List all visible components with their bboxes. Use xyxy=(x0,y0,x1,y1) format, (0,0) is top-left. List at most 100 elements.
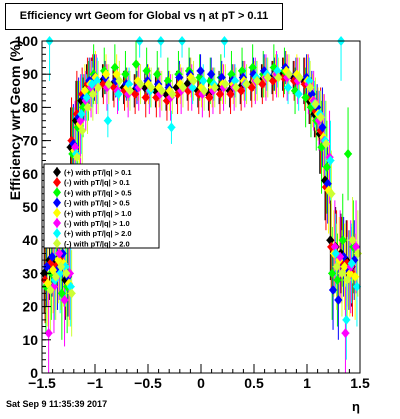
data-point xyxy=(167,122,176,133)
data-point xyxy=(210,82,219,93)
data-point xyxy=(76,115,85,126)
data-point xyxy=(207,69,216,80)
x-tick-label: −0.5 xyxy=(134,375,162,391)
x-tick-label: 1.5 xyxy=(350,375,370,391)
legend-swatch xyxy=(53,207,61,218)
data-point xyxy=(60,294,69,305)
data-point xyxy=(322,138,331,149)
data-point xyxy=(163,75,172,86)
legend-swatch xyxy=(53,167,61,177)
data-point xyxy=(83,102,92,113)
legend-label: (-) with pT/|q| > 0.1 xyxy=(64,178,130,187)
data-point xyxy=(284,69,293,80)
data-point xyxy=(103,115,112,126)
data-point xyxy=(93,75,102,86)
data-point xyxy=(253,75,262,86)
data-point xyxy=(351,271,360,282)
data-point xyxy=(178,82,187,93)
data-point xyxy=(121,69,130,80)
data-point xyxy=(168,89,177,100)
data-point xyxy=(199,75,208,86)
legend-swatch xyxy=(53,187,61,198)
data-point xyxy=(153,69,162,80)
data-point xyxy=(142,65,151,76)
y-tick-label: 80 xyxy=(22,99,38,115)
data-point xyxy=(295,72,304,83)
data-point xyxy=(44,328,53,339)
legend-label: (-) with pT/|q| > 2.0 xyxy=(64,239,130,248)
data-point xyxy=(125,85,134,96)
data-point xyxy=(43,278,52,289)
y-tick-label: 30 xyxy=(22,265,38,281)
legend-swatch xyxy=(53,197,61,208)
data-point xyxy=(147,82,156,93)
legend-label: (-) with pT/|q| > 0.5 xyxy=(64,199,130,208)
data-point xyxy=(343,275,352,286)
data-point xyxy=(238,65,247,76)
y-tick-label: 50 xyxy=(22,199,38,215)
legend-label: (+) with pT/|q| > 0.1 xyxy=(64,168,132,177)
data-point xyxy=(226,89,235,100)
data-point xyxy=(62,268,71,279)
data-point xyxy=(102,69,111,80)
data-point xyxy=(316,112,325,123)
data-point xyxy=(334,294,343,305)
data-point xyxy=(344,148,353,159)
y-tick-label: 40 xyxy=(22,232,38,248)
data-point xyxy=(347,258,356,269)
data-point xyxy=(175,72,184,83)
data-point xyxy=(125,79,134,90)
data-point xyxy=(331,248,340,259)
data-point xyxy=(61,261,70,272)
y-tick-label: 90 xyxy=(22,66,38,82)
data-point xyxy=(352,281,361,292)
legend-label: (+) with pT/|q| > 2.0 xyxy=(64,229,132,238)
y-tick-label: 100 xyxy=(15,33,39,49)
data-point xyxy=(48,251,57,262)
y-tick-label: 70 xyxy=(22,133,38,149)
data-point xyxy=(132,59,141,70)
x-axis-label: η xyxy=(352,399,360,414)
data-point xyxy=(323,178,332,189)
data-point xyxy=(318,122,327,133)
legend-box xyxy=(43,163,160,249)
data-point xyxy=(157,85,166,96)
axes-layer: −1.5 −1 −0.5 0 0.5 1 1.5 0 10 20 30 40 50 60 70 80 90 100… xyxy=(7,33,370,414)
data-point xyxy=(274,72,283,83)
data-point xyxy=(221,79,230,90)
legend-swatch xyxy=(53,238,61,249)
data-point xyxy=(322,162,331,173)
data-point xyxy=(196,65,205,76)
data-point xyxy=(301,92,310,103)
data-point xyxy=(217,72,226,83)
data-point xyxy=(82,92,91,103)
y-tick-label: 10 xyxy=(22,332,38,348)
data-point xyxy=(284,82,293,93)
data-point xyxy=(330,241,339,252)
data-point xyxy=(333,275,342,286)
data-point xyxy=(42,261,51,272)
data-point xyxy=(112,69,121,80)
data-point xyxy=(231,82,240,93)
x-tick-label: 0 xyxy=(197,375,205,391)
x-tick-label: −1.5 xyxy=(28,375,56,391)
timestamp: Sat Sep 9 11:35:39 2017 xyxy=(6,399,108,409)
data-point xyxy=(88,89,97,100)
chart-title: Efficiency wrt Geom for Global vs η at p… xyxy=(19,10,269,22)
markers-layer xyxy=(40,36,362,339)
data-point xyxy=(242,79,251,90)
data-point xyxy=(115,75,124,86)
data-point xyxy=(227,69,236,80)
data-point xyxy=(306,82,315,93)
data-point xyxy=(136,79,145,90)
data-point xyxy=(46,285,55,295)
data-point xyxy=(327,188,336,199)
data-point xyxy=(55,248,64,259)
data-point xyxy=(94,82,103,93)
data-point xyxy=(71,142,80,153)
y-tick-label: 0 xyxy=(30,365,38,381)
data-point xyxy=(326,235,335,246)
data-point xyxy=(205,92,214,103)
